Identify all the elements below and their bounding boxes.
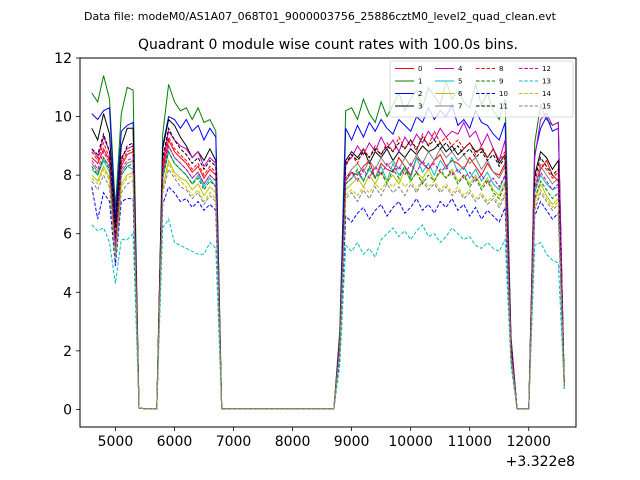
y-tick-label: 8 xyxy=(63,168,72,184)
legend-box xyxy=(389,60,574,118)
legend-label-2: 2 xyxy=(418,90,422,98)
legend-label-4: 4 xyxy=(458,65,463,73)
x-tick-label: 6000 xyxy=(157,434,193,450)
y-tick-label: 10 xyxy=(54,110,72,126)
x-offset-label: +3.322e8 xyxy=(506,454,575,470)
series-line-14 xyxy=(91,161,565,410)
series-line-9 xyxy=(91,150,565,410)
series-line-8 xyxy=(91,129,565,410)
x-tick-label: 9000 xyxy=(334,434,370,450)
data-file-label: Data file: modeM0/AS1A07_068T01_90000037… xyxy=(84,10,557,23)
legend-label-12: 12 xyxy=(542,65,551,73)
legend-label-13: 13 xyxy=(542,78,551,86)
x-tick-label: 7000 xyxy=(216,434,252,450)
legend-label-10: 10 xyxy=(499,90,508,98)
y-tick-label: 12 xyxy=(54,51,72,67)
x-tick-label: 10000 xyxy=(388,434,433,450)
y-tick-label: 6 xyxy=(63,227,72,243)
series-line-15 xyxy=(91,168,565,410)
legend-label-9: 9 xyxy=(499,78,503,86)
legend-label-0: 0 xyxy=(418,65,422,73)
legend-label-11: 11 xyxy=(499,103,508,111)
x-axis: 5000 6000 7000 8000 9000 10000 11000 12000 xyxy=(98,427,551,450)
y-tick-label: 0 xyxy=(63,402,72,418)
plot-frame xyxy=(79,57,577,428)
y-tick-label: 2 xyxy=(63,344,72,360)
legend-label-1: 1 xyxy=(418,78,422,86)
legend-label-5: 5 xyxy=(458,78,462,86)
series-layer xyxy=(91,75,565,410)
x-tick-label: 5000 xyxy=(98,434,134,450)
legend-label-6: 6 xyxy=(458,90,463,98)
legend-label-3: 3 xyxy=(418,103,422,111)
y-tick-label: 4 xyxy=(63,285,72,301)
legend-label-15: 15 xyxy=(542,103,551,111)
chart-title: Quadrant 0 module wise count rates with … xyxy=(138,37,518,53)
legend-label-14: 14 xyxy=(542,90,551,98)
x-tick-label: 12000 xyxy=(506,434,551,450)
y-axis: 0 2 4 6 8 10 12 xyxy=(54,51,80,418)
x-tick-label: 8000 xyxy=(275,434,311,450)
legend-label-7: 7 xyxy=(458,103,462,111)
legend-label-8: 8 xyxy=(499,65,503,73)
x-tick-label: 11000 xyxy=(447,434,492,450)
